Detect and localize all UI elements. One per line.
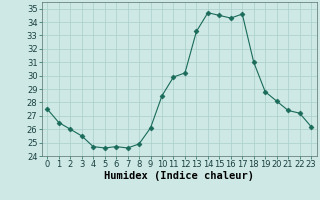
X-axis label: Humidex (Indice chaleur): Humidex (Indice chaleur) — [104, 171, 254, 181]
